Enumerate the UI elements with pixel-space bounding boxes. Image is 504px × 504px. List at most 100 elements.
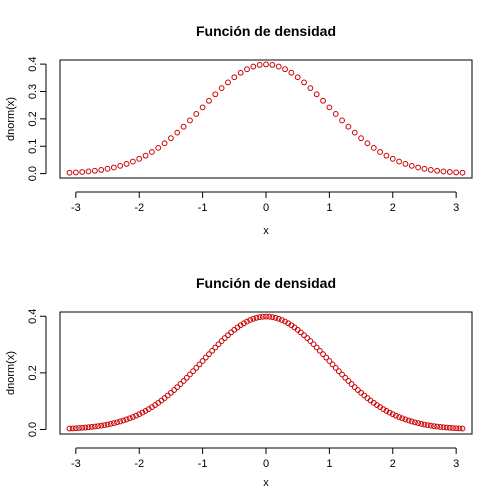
plot-frame (59, 311, 473, 435)
data-points (66, 61, 466, 176)
data-point (351, 384, 358, 390)
y-tick-label: 0.1 (27, 139, 39, 154)
x-tick-label: -3 (71, 202, 81, 214)
data-point (168, 135, 174, 142)
data-point (142, 152, 149, 159)
data-point (218, 338, 225, 344)
data-point (339, 117, 345, 124)
data-point (76, 425, 82, 431)
data-point (136, 155, 143, 162)
data-point (139, 409, 146, 416)
data-point (326, 104, 333, 111)
y-axis: 0.0 0.2 0.4 (27, 309, 47, 437)
x-tick-label: 2 (390, 202, 396, 214)
data-point (88, 423, 95, 430)
chart-panel-bottom: Función de densidad x dnorm(x) -3 -2 -1 0 1 2… (5, 275, 473, 489)
data-point (304, 335, 311, 341)
data-point (133, 412, 139, 419)
y-axis-label: dnorm(x) (5, 97, 17, 141)
data-point (202, 354, 209, 361)
data-point (114, 419, 120, 426)
data-point (126, 415, 133, 422)
data-point (123, 161, 130, 167)
data-point (389, 155, 396, 162)
data-point (269, 62, 276, 68)
data-point (129, 158, 136, 165)
data-point (272, 314, 279, 321)
data-point (155, 144, 162, 151)
data-point (187, 371, 193, 378)
data-point (427, 166, 434, 173)
x-axis: -3 -2 -1 0 1 2 3 (71, 447, 459, 470)
data-point (282, 318, 288, 325)
data-point (171, 387, 177, 393)
y-tick-label: 0.0 (27, 166, 39, 181)
data-point (329, 361, 336, 368)
y-tick-label: 0.3 (27, 84, 39, 99)
data-point (66, 169, 73, 176)
data-point (402, 161, 409, 167)
data-point (136, 411, 143, 418)
data-point (149, 149, 155, 155)
data-point (95, 423, 101, 430)
data-point (129, 414, 136, 420)
data-point (342, 374, 349, 381)
data-point (355, 387, 361, 393)
data-point (348, 381, 355, 387)
data-point (339, 371, 345, 378)
data-point (294, 74, 301, 81)
data-point (98, 422, 105, 429)
data-point (399, 415, 406, 422)
plot-frame (59, 59, 473, 179)
data-point (180, 378, 187, 384)
data-point (396, 158, 403, 165)
data-point (313, 344, 320, 351)
x-tick-label: -1 (198, 458, 208, 470)
data-point (307, 338, 314, 344)
x-tick-label: -1 (198, 202, 208, 214)
data-point (225, 332, 231, 339)
data-point (101, 422, 108, 429)
data-point (237, 69, 244, 76)
data-point (110, 164, 117, 171)
data-point (82, 424, 89, 431)
data-point (253, 314, 260, 321)
data-point (275, 315, 282, 322)
data-point (364, 140, 371, 147)
data-point (123, 416, 130, 423)
data-point (269, 314, 276, 320)
data-point (453, 425, 460, 432)
data-point (250, 315, 257, 322)
data-point (415, 164, 422, 171)
x-tick-label: 0 (263, 458, 269, 470)
data-point (91, 167, 98, 174)
x-axis: -3 -2 -1 0 1 2 3 (71, 191, 459, 214)
data-point (263, 61, 269, 68)
data-point (85, 424, 92, 431)
data-point (206, 97, 212, 104)
data-point (389, 411, 396, 418)
data-point (183, 374, 190, 381)
data-point (405, 417, 412, 424)
data-point (259, 313, 266, 320)
data-point (310, 341, 317, 348)
x-tick-label: -3 (71, 458, 81, 470)
x-axis-label: x (263, 225, 269, 237)
data-point (345, 123, 352, 130)
chart-title: Función de densidad (196, 23, 336, 39)
data-point (206, 351, 212, 358)
data-point (275, 63, 282, 70)
data-point (434, 167, 441, 174)
data-point (212, 344, 219, 351)
y-tick-label: 0.2 (27, 111, 39, 126)
data-point (418, 420, 425, 427)
chart-title: Función de densidad (196, 275, 336, 291)
data-point (383, 408, 390, 414)
data-point (66, 425, 73, 432)
data-point (256, 62, 263, 68)
data-point (377, 149, 383, 155)
data-point (85, 168, 92, 175)
data-point (221, 335, 228, 341)
x-axis-label: x (263, 477, 269, 489)
